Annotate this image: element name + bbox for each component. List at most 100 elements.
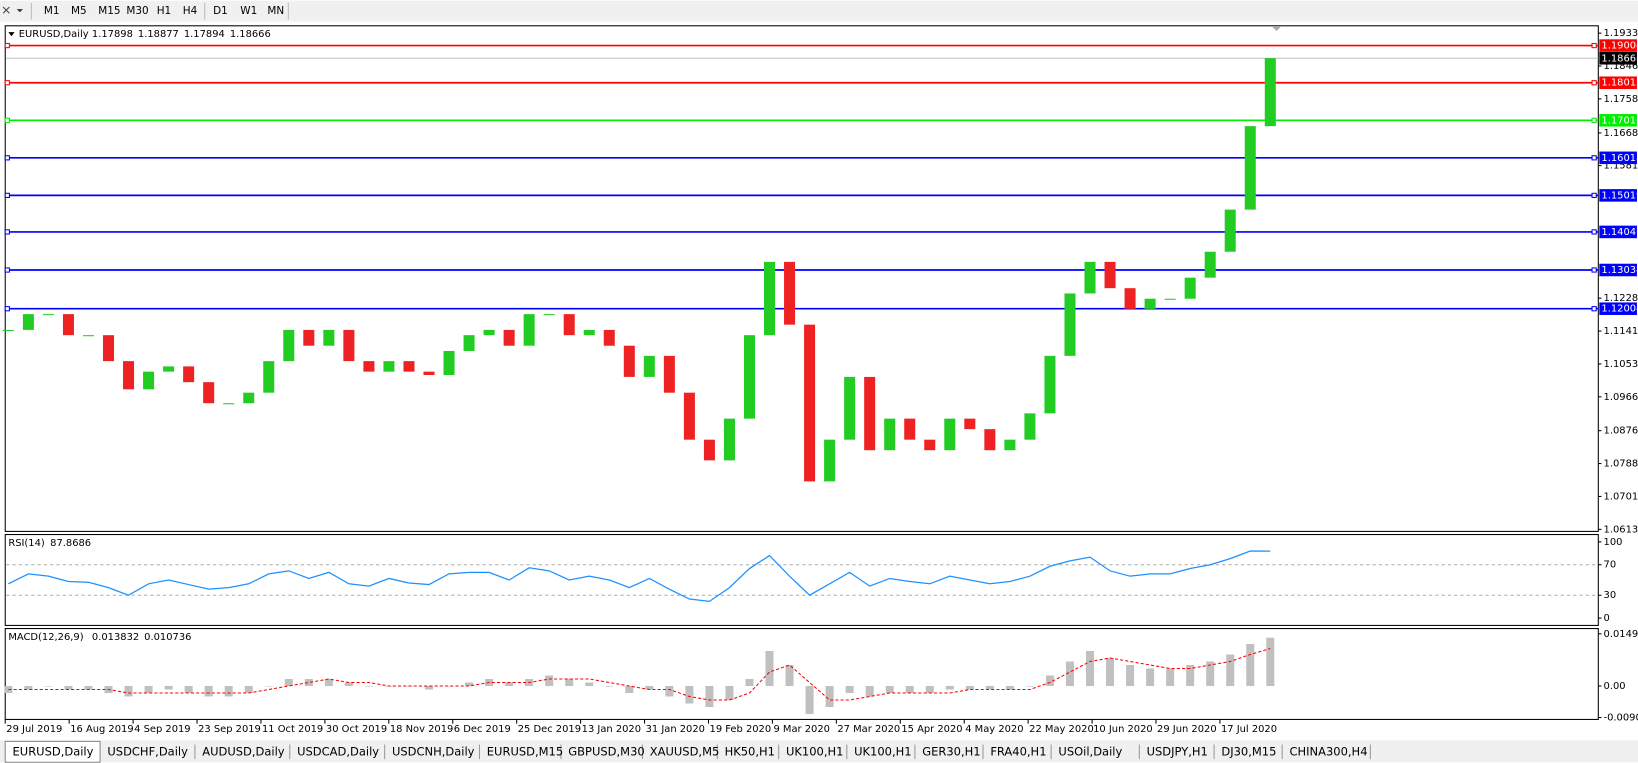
tab-label[interactable]: DJ30,M15	[1221, 744, 1276, 758]
macd-bar	[825, 686, 834, 708]
macd-bar	[1086, 650, 1095, 687]
tab-label[interactable]: HK50,H1	[725, 744, 775, 758]
timeframe-button[interactable]: M5	[71, 5, 87, 17]
candle	[984, 429, 996, 451]
candle	[423, 371, 435, 376]
level-label-bg	[1599, 39, 1637, 52]
candle	[583, 329, 595, 336]
tab-label[interactable]: GER30,H1	[922, 744, 980, 758]
candle	[964, 418, 976, 430]
candle	[22, 314, 34, 330]
toolbar-dropdown[interactable]	[16, 9, 23, 13]
date-label: 15 Apr 2020	[901, 724, 962, 735]
macd-bar	[1005, 686, 1014, 690]
timeframe-button[interactable]: M30	[126, 5, 148, 17]
macd-bar	[965, 686, 974, 690]
candle	[1204, 251, 1216, 278]
candle	[123, 361, 135, 390]
tab-label[interactable]: EURUSD,Daily	[13, 744, 94, 758]
macd-bar	[164, 686, 173, 690]
tab-label[interactable]: XAUUSD,M5	[650, 744, 720, 758]
level-label-bg	[1599, 151, 1637, 165]
y-tick-label: 100	[1604, 537, 1623, 548]
macd-bar	[184, 686, 193, 694]
candle	[203, 382, 215, 404]
tab-label[interactable]: USDJPY,H1	[1147, 744, 1208, 758]
macd-bar	[224, 686, 233, 697]
tab-label[interactable]: UK100,H1	[854, 744, 911, 758]
y-tick-label: 0.00	[1604, 681, 1626, 692]
timeframe-button[interactable]: D1	[213, 5, 228, 17]
timeframe-button[interactable]: H1	[157, 5, 172, 17]
candle	[1184, 277, 1196, 299]
y-tick-label: 1.08760	[1604, 426, 1638, 437]
candle	[824, 439, 836, 482]
candle	[323, 329, 335, 346]
y-tick-label: 1.16680	[1604, 128, 1638, 139]
macd-bar	[565, 679, 574, 687]
macd-bar	[645, 686, 654, 690]
macd-bar	[1126, 665, 1135, 687]
collapse-arrow[interactable]	[8, 32, 15, 37]
candle	[924, 439, 936, 451]
level-label: 1.12004	[1601, 304, 1638, 315]
candle	[1064, 293, 1076, 356]
timeframe-button[interactable]: M15	[98, 5, 120, 17]
tab-label[interactable]: AUDUSD,Daily	[202, 744, 285, 758]
y-tick-label: 1.18460	[1604, 61, 1638, 72]
tab-label[interactable]: EURUSD,M15	[487, 744, 563, 758]
y-tick-label: 1.07010	[1604, 491, 1638, 502]
candle	[904, 418, 916, 440]
tab-label[interactable]: FRA40,H1	[990, 744, 1046, 758]
toolbar-icon[interactable]	[2, 6, 10, 14]
level-handle	[1591, 155, 1597, 161]
timeframe-button[interactable]: W1	[240, 5, 257, 17]
macd-bar	[1166, 668, 1175, 687]
indicator-line	[8, 550, 1271, 602]
candle	[1224, 209, 1236, 252]
tab-label[interactable]: USOil,Daily	[1058, 744, 1122, 758]
candle	[1004, 439, 1016, 451]
current-price-label: 1.18666	[1601, 53, 1638, 64]
active-tab[interactable]	[4, 740, 101, 763]
macd-bar	[1065, 661, 1074, 687]
level-handle	[1591, 192, 1597, 198]
timeframe-button[interactable]: M1	[44, 5, 60, 17]
macd-bar	[1206, 661, 1215, 687]
macd-bar	[344, 682, 353, 687]
timeframe-button[interactable]: MN	[267, 5, 284, 17]
date-label: 29 Jun 2020	[1157, 724, 1217, 735]
tab-label[interactable]: UK100,H1	[786, 744, 843, 758]
macd-title: MACD(12,26,9)	[8, 632, 83, 643]
tab-label[interactable]: USDCAD,Daily	[297, 744, 379, 758]
tab-label[interactable]: GBPUSD,M30	[568, 744, 644, 758]
candle	[303, 329, 315, 346]
macd-bar	[545, 675, 554, 687]
macd-bar	[945, 686, 954, 690]
timeframe-button[interactable]: H4	[183, 5, 198, 17]
macd-bar	[445, 686, 454, 687]
tab-label[interactable]: USDCHF,Daily	[107, 744, 188, 758]
macd-bar	[665, 686, 674, 697]
date-label: 9 Mar 2020	[773, 724, 830, 735]
candle	[1264, 58, 1276, 127]
macd-value: 0.010736	[144, 632, 191, 643]
level-handle	[4, 306, 10, 312]
date-label: 11 Oct 2019	[262, 724, 323, 735]
rsi-title: RSI(14)	[8, 538, 45, 549]
level-label: 1.15019	[1601, 190, 1638, 201]
macd-bar	[845, 686, 854, 694]
macd-bar	[765, 650, 774, 687]
rsi-value: 87.8686	[50, 538, 91, 549]
current-price-bg	[1599, 52, 1637, 65]
macd-bar	[124, 686, 133, 697]
level-handle	[4, 155, 10, 161]
y-tick-label: 1.06135	[1604, 524, 1638, 535]
macd-bar	[745, 679, 754, 687]
tab-label[interactable]: USDCNH,Daily	[392, 744, 475, 758]
candle	[884, 418, 896, 451]
tab-label[interactable]: CHINA300,H4	[1290, 744, 1368, 758]
candle	[723, 418, 735, 461]
y-tick-label: -0.00901	[1604, 713, 1638, 724]
candle	[1024, 413, 1036, 440]
